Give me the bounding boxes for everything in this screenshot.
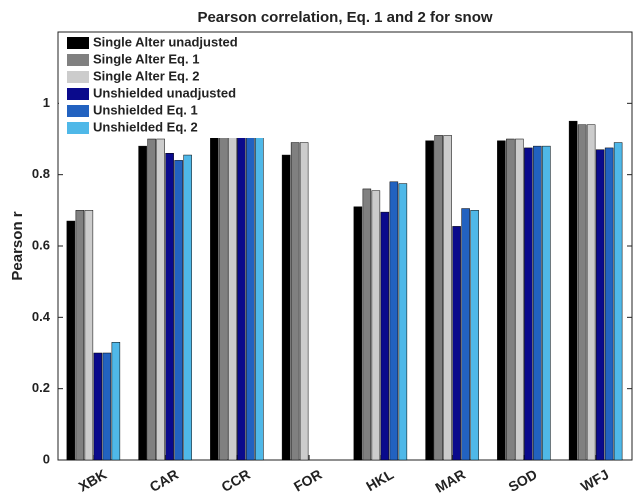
bar xyxy=(398,183,408,461)
bar xyxy=(362,188,372,461)
bar xyxy=(281,154,291,461)
y-tick-label: 0 xyxy=(43,451,50,466)
y-tick-label: 0.6 xyxy=(32,237,50,252)
bar xyxy=(604,147,614,461)
bar xyxy=(183,154,192,461)
x-tick-label: WFJ xyxy=(578,466,612,495)
bar xyxy=(111,342,121,461)
legend-label: Unshielded unadjusted xyxy=(93,85,236,100)
bar xyxy=(443,135,452,461)
legend-label: Unshielded Eq. 2 xyxy=(93,119,198,134)
bar xyxy=(524,147,533,461)
bar xyxy=(138,145,147,461)
bar xyxy=(452,226,461,461)
legend-label: Unshielded Eq. 1 xyxy=(93,102,198,117)
bar xyxy=(299,142,309,461)
bar xyxy=(613,142,623,461)
bar xyxy=(228,122,237,461)
bar xyxy=(533,145,542,461)
bar xyxy=(461,208,470,461)
legend-label: Single Alter unadjusted xyxy=(93,34,238,49)
bar xyxy=(219,122,228,461)
bar xyxy=(425,140,434,461)
bar xyxy=(506,138,515,461)
bar xyxy=(497,140,506,461)
bar xyxy=(290,142,300,461)
bar xyxy=(371,190,381,461)
bar xyxy=(595,149,605,461)
bar xyxy=(353,206,363,461)
legend-swatch xyxy=(67,105,89,117)
legend-label: Single Alter Eq. 2 xyxy=(93,68,199,83)
legend-swatch xyxy=(67,88,89,100)
legend-swatch xyxy=(67,54,89,66)
bar xyxy=(380,211,390,461)
y-tick-label: 0.2 xyxy=(32,380,50,395)
bar xyxy=(66,220,76,461)
x-tick-label: SOD xyxy=(505,466,539,495)
x-tick-label: CAR xyxy=(147,466,181,495)
bar xyxy=(586,124,596,461)
bar xyxy=(515,138,524,461)
bar xyxy=(75,210,85,461)
bar xyxy=(210,126,219,461)
legend-swatch xyxy=(67,71,89,83)
y-axis-label: Pearson r xyxy=(9,211,26,280)
legend-swatch xyxy=(67,37,89,49)
bar xyxy=(156,138,165,461)
bar xyxy=(237,135,246,461)
bar xyxy=(389,181,399,461)
x-tick-label: HKL xyxy=(363,466,396,494)
x-tick-label: FOR xyxy=(291,466,325,495)
bar xyxy=(434,135,443,461)
bar xyxy=(470,210,479,461)
bar xyxy=(568,120,578,461)
bar xyxy=(542,145,551,461)
bar xyxy=(165,153,174,461)
x-tick-label: XBK xyxy=(76,466,110,495)
bar xyxy=(174,160,183,461)
bar xyxy=(102,352,112,461)
y-tick-label: 0.4 xyxy=(32,309,51,324)
bar xyxy=(246,131,255,461)
x-tick-label: CCR xyxy=(218,466,252,495)
chart-title: Pearson correlation, Eq. 1 and 2 for sno… xyxy=(197,9,492,26)
legend-box xyxy=(59,33,281,138)
y-tick-label: 1 xyxy=(43,95,50,110)
bar xyxy=(84,210,94,461)
bar xyxy=(577,124,587,461)
bar xyxy=(147,138,156,461)
legend-label: Single Alter Eq. 1 xyxy=(93,51,199,66)
bar xyxy=(93,352,103,461)
x-tick-label: MAR xyxy=(432,466,468,496)
legend-swatch xyxy=(67,122,89,134)
y-tick-label: 0.8 xyxy=(32,166,50,181)
bar xyxy=(255,129,264,461)
